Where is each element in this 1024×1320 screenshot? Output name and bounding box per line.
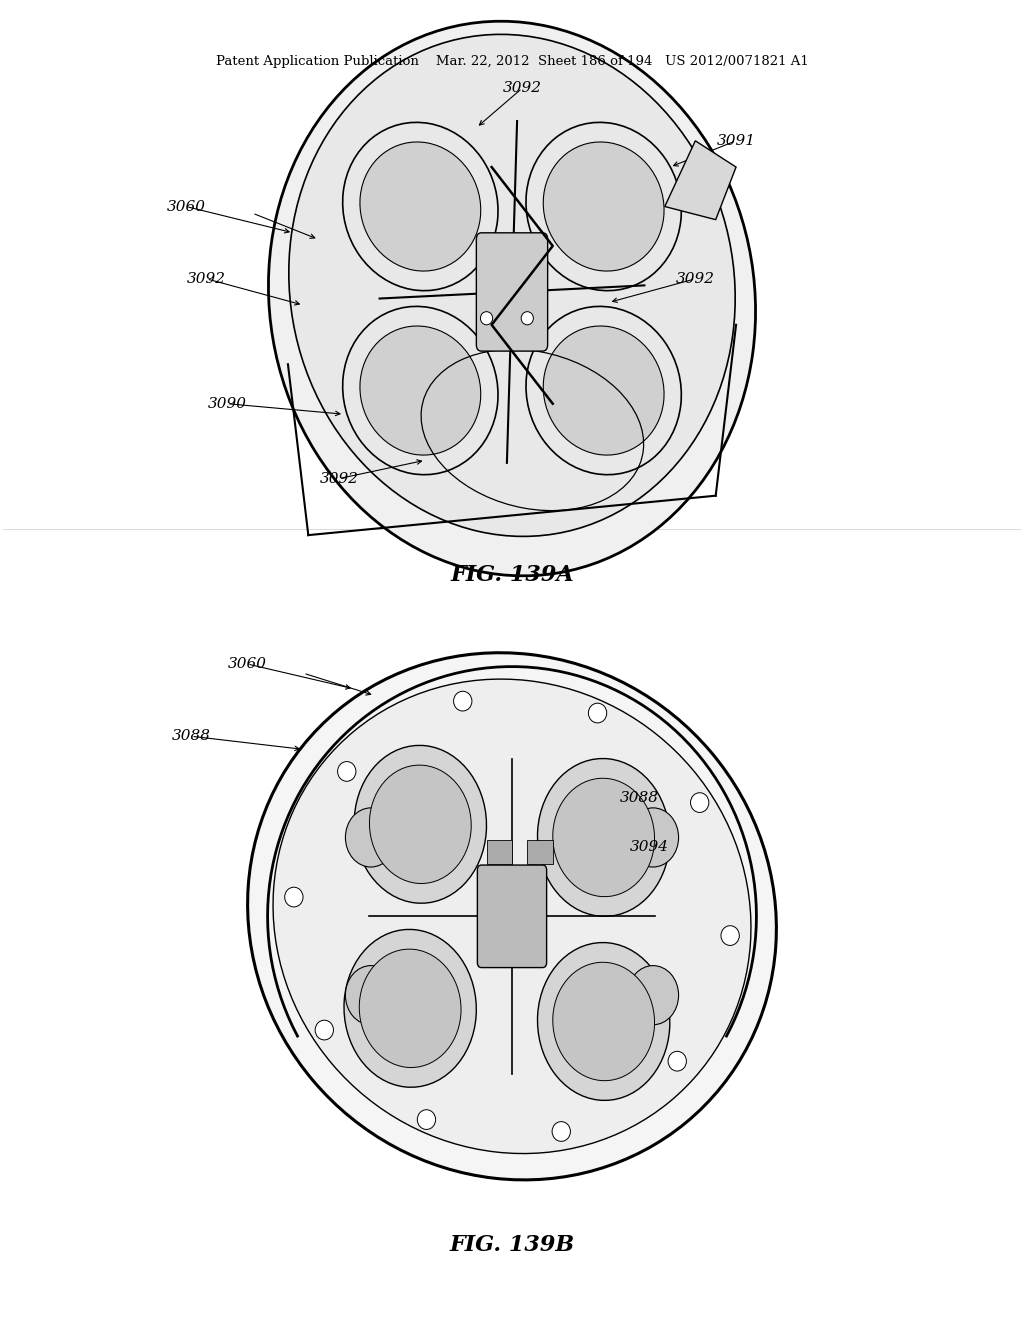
Text: 3060: 3060 [227,657,266,671]
Text: 3060: 3060 [167,199,206,214]
Ellipse shape [628,808,679,867]
Ellipse shape [354,746,486,903]
Text: 3092: 3092 [187,272,226,286]
Ellipse shape [338,762,356,781]
Ellipse shape [345,966,396,1024]
Text: 3092: 3092 [676,272,715,286]
Ellipse shape [552,1122,570,1142]
Bar [486,840,512,863]
FancyBboxPatch shape [477,865,547,968]
Polygon shape [665,141,736,219]
Ellipse shape [248,652,776,1180]
Text: 3091: 3091 [717,133,756,148]
Ellipse shape [480,312,493,325]
Ellipse shape [544,143,665,271]
Ellipse shape [344,929,476,1088]
Text: FIG. 139A: FIG. 139A [451,564,573,586]
Text: 3092: 3092 [319,471,358,486]
Ellipse shape [417,1110,435,1130]
Ellipse shape [553,962,654,1081]
Ellipse shape [628,966,679,1024]
Ellipse shape [526,123,681,290]
Text: 3088: 3088 [620,791,658,805]
Ellipse shape [285,887,303,907]
Ellipse shape [343,123,498,290]
Ellipse shape [315,1020,334,1040]
Ellipse shape [370,766,471,883]
Ellipse shape [538,759,670,916]
Text: 3094: 3094 [630,840,669,854]
Text: 3092: 3092 [503,82,542,95]
Ellipse shape [359,143,480,271]
Ellipse shape [343,306,498,475]
Ellipse shape [721,925,739,945]
Text: Patent Application Publication    Mar. 22, 2012  Sheet 186 of 194   US 2012/0071: Patent Application Publication Mar. 22, … [216,55,808,69]
Ellipse shape [668,1051,686,1071]
Ellipse shape [553,779,654,896]
Ellipse shape [589,704,607,723]
Ellipse shape [544,326,665,455]
Ellipse shape [273,678,751,1154]
Ellipse shape [359,949,461,1068]
Ellipse shape [454,692,472,711]
Ellipse shape [526,306,681,475]
Ellipse shape [521,312,534,325]
Ellipse shape [268,21,756,576]
Text: 3090: 3090 [207,397,247,411]
FancyBboxPatch shape [476,232,548,351]
Ellipse shape [359,326,480,455]
Ellipse shape [345,808,396,867]
Text: FIG. 139B: FIG. 139B [450,1234,574,1255]
Ellipse shape [289,34,735,536]
Text: 3088: 3088 [172,729,211,743]
Bar [527,840,553,863]
Ellipse shape [690,793,709,812]
Ellipse shape [538,942,670,1101]
